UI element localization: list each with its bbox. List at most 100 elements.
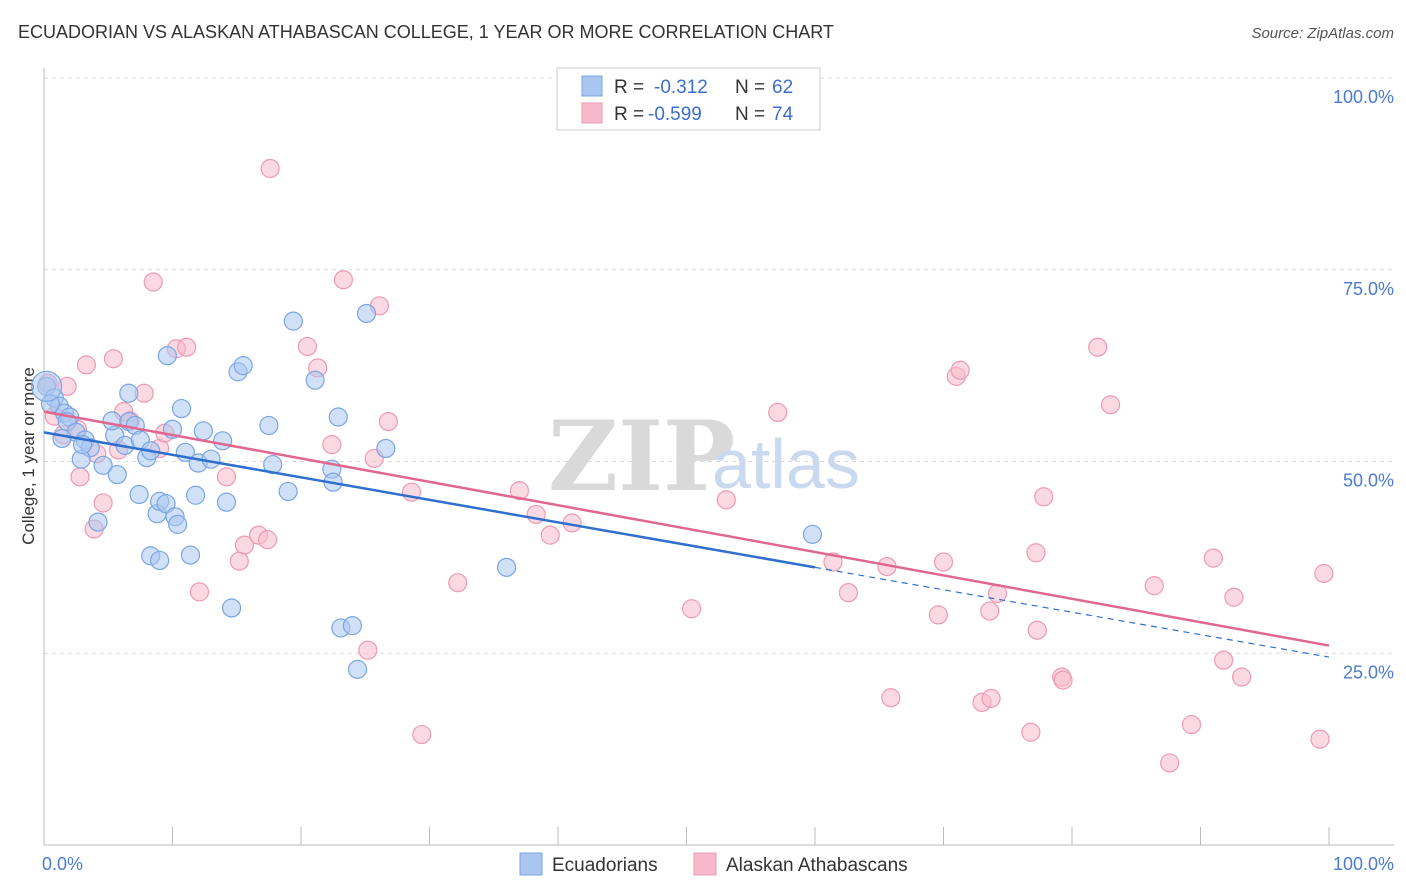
legend-swatch-blue [581,75,603,97]
series-legend: Ecuadorians Alaskan Athabascans [519,852,908,876]
ecuadorian-point [278,481,298,502]
ecuadorian-point [356,303,377,324]
ecuadorian-point [186,485,206,505]
alaskan-athabascan-point [980,601,1000,621]
legend-n-label-pink: N = [735,104,765,125]
x-tick-label-min: 0.0% [42,854,83,874]
ecuadorian-point-cluster [30,370,63,402]
legend-n-label-blue: N = [735,77,765,98]
trend-line-ecuadorians-extension [814,566,1330,658]
alaskan-athabascan-point [838,583,859,603]
y-tick-label: 75.0% [1343,279,1394,299]
ecuadorian-point [347,659,368,679]
alaskan-athabascan-point [257,530,278,550]
bottom-legend-label-blue: Ecuadorians [552,855,658,876]
ecuadorian-point [180,545,201,565]
alaskan-athabascan-point [1144,576,1164,596]
alaskan-athabascan-point [928,605,948,625]
alaskan-athabascan-point [1314,563,1334,584]
alaskan-athabascan-point [70,467,90,487]
alaskan-athabascan-point [76,355,97,375]
watermark-atlas: atlas [712,425,860,503]
ecuadorian-point [119,383,139,403]
alaskan-athabascan-point [933,552,954,572]
alaskan-athabascan-point [1026,543,1046,563]
legend-r-label-blue: R = [614,77,644,98]
alaskan-athabascan-point [1310,729,1330,749]
ecuadorian-point [216,492,237,512]
legend-swatch-pink [581,102,603,124]
ecuadorian-point [222,598,242,618]
alaskan-athabascan-point [682,599,702,619]
legend-r-value-pink: -0.599 [648,104,702,125]
alaskan-athabascan-point [177,337,197,357]
ecuadorian-point [93,455,113,475]
watermark-zip: ZIP [548,400,735,513]
alaskan-athabascan-point [1181,714,1202,735]
trend-line-alaskan-athabascans [43,410,1330,647]
y-tick-label: 100.0% [1333,87,1394,107]
trend-line-ecuadorians [43,431,816,569]
alaskan-athabascan-point [1053,670,1073,690]
alaskan-athabascan-point [823,552,843,572]
x-tick-label-max: 100.0% [1333,854,1394,874]
ecuadorian-point [171,398,192,419]
ecuadorian-point [213,431,233,451]
alaskan-athabascan-point [448,573,468,593]
alaskan-athabascan-point [378,412,398,432]
alaskan-athabascan-point [234,535,255,555]
alaskan-athabascan-point [358,640,378,660]
alaskan-athabascan-point [297,336,318,357]
ecuadorian-point [201,449,221,469]
alaskan-athabascan-point [1034,487,1054,507]
y-axis-label: College, 1 year or more [19,367,38,545]
ecuadorian-point [342,616,362,636]
stats-legend: R = -0.312 N = 62 R = -0.599 N = 74 [556,67,821,131]
ecuadorian-point [328,407,348,427]
alaskan-athabascan-point [229,551,249,571]
alaskan-athabascan-point [1224,587,1244,607]
alaskan-athabascan-point [950,360,970,380]
alaskan-athabascan-point [1232,667,1252,687]
alaskan-athabascan-point [1021,722,1041,742]
alaskan-athabascan-point [540,525,560,545]
bottom-legend-swatch-pink [693,852,717,876]
watermark: ZIP atlas [548,400,860,513]
chart-title: ECUADORIAN VS ALASKAN ATHABASCAN COLLEGE… [18,22,834,42]
x-axis-ticks [172,827,1330,845]
alaskan-athabascan-point [881,688,901,708]
alaskan-athabascan-point [216,467,237,487]
alaskan-athabascan-point [768,402,788,423]
ecuadorian-point [150,550,170,571]
alaskan-athabascan-point [333,270,354,290]
legend-n-value-pink: 74 [772,104,794,125]
alaskan-athabascan-point [93,493,113,513]
alaskan-athabascan-point [412,724,432,745]
ecuadorian-point [107,464,127,485]
legend-n-value-blue: 62 [772,77,793,98]
ecuadorian-point [193,421,213,441]
ecuadorian-point [802,524,823,544]
trend-lines [43,410,1330,658]
chart-source: Source: ZipAtlas.com [1251,25,1394,42]
ecuadorian-point [168,514,188,534]
axes [43,68,1394,846]
ecuadorian-point [305,370,325,390]
alaskan-athabascan-point [1027,620,1047,640]
bottom-legend-swatch-blue [519,852,543,876]
alaskan-athabascan-point [509,481,530,501]
alaskan-athabascan-point [103,349,123,369]
y-tick-labels: 100.0% 75.0% 50.0% 25.0% [1333,87,1394,682]
alaskan-athabascan-point [143,272,163,292]
series-ecuadorians-points [30,303,823,679]
ecuadorian-point [102,411,122,431]
ecuadorian-point [259,415,279,436]
alaskan-athabascan-point [981,688,1001,709]
y-tick-label: 50.0% [1343,471,1394,491]
alaskan-athabascan-point [1160,753,1180,773]
bottom-legend-label-pink: Alaskan Athabascans [726,855,908,876]
alaskan-athabascan-point [1214,650,1234,670]
ecuadorian-point [233,356,253,376]
legend-r-label-pink: R = [614,104,644,125]
